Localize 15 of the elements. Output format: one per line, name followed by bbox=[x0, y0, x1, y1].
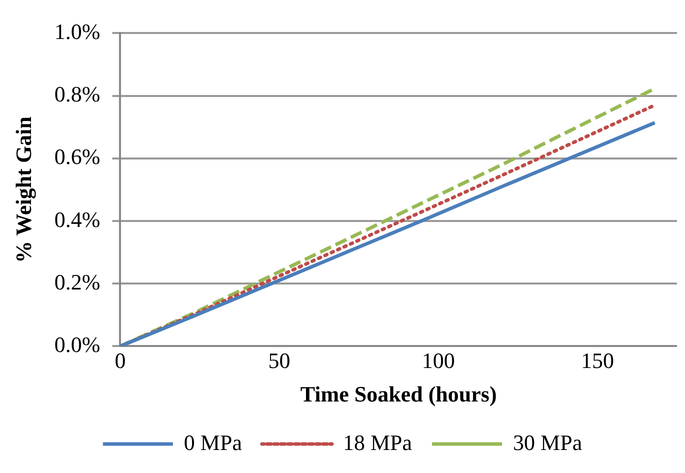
y-tick-label: 0.8% bbox=[54, 82, 100, 107]
y-tick-label: 0.2% bbox=[54, 269, 100, 294]
y-axis-title: % Weight Gain bbox=[10, 116, 36, 263]
y-tick-label: 1.0% bbox=[54, 18, 100, 44]
y-tick-label: 0.0% bbox=[54, 332, 100, 357]
x-tick-label: 50 bbox=[268, 348, 290, 374]
y-tick-label: 0.4% bbox=[54, 206, 100, 232]
legend-label: 18 MPa bbox=[342, 430, 412, 455]
legend-label: 30 MPa bbox=[513, 430, 582, 455]
legend-label: 0 MPa bbox=[184, 430, 242, 455]
y-tick-label: 0.6% bbox=[54, 144, 100, 170]
x-tick-label: 150 bbox=[580, 348, 614, 374]
x-tick-label: 0 bbox=[114, 348, 126, 374]
x-axis-title: Time Soaked (hours) bbox=[300, 381, 497, 406]
x-tick-label: 100 bbox=[422, 348, 455, 374]
